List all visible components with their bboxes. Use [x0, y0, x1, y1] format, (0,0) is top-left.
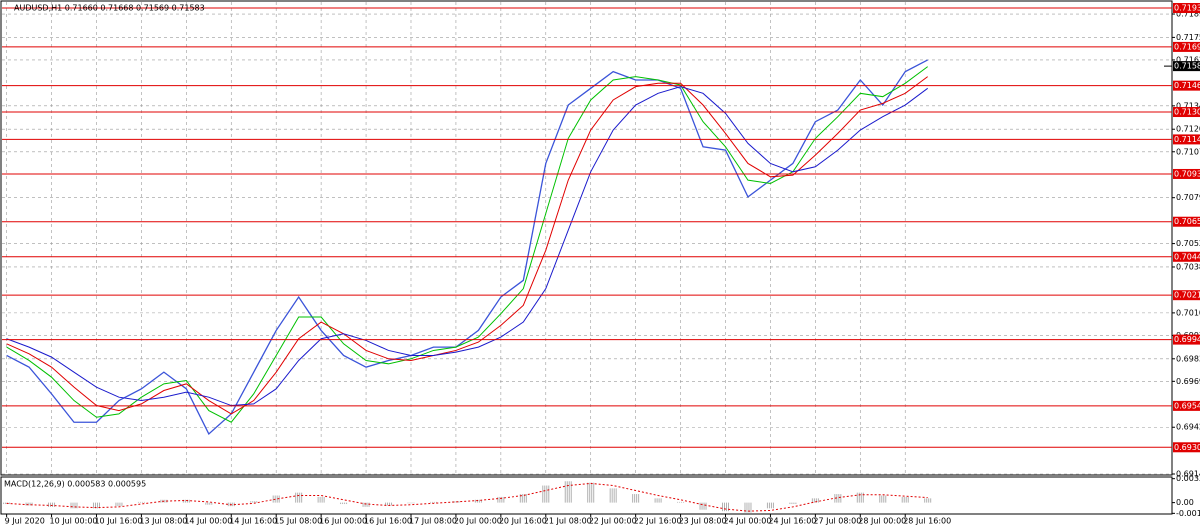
series-line [6, 76, 928, 415]
series-line [6, 66, 928, 423]
x-tick-label: 22 Jul 16:00 [634, 517, 682, 526]
level-label: 0.69945 [1174, 335, 1200, 344]
level-label-box [1173, 251, 1200, 262]
level-label-box [1173, 41, 1200, 52]
level-label-box [1173, 107, 1200, 118]
level-label-box [1173, 3, 1200, 14]
level-label: 0.70441 [1174, 252, 1200, 261]
y-tick-label: 0.70795 [1176, 193, 1200, 202]
y-tick-label: 0.71620 [1176, 55, 1200, 64]
x-tick-label: 17 Jul 08:00 [409, 517, 457, 526]
last-price-label: 0.71583 [1174, 62, 1200, 71]
y-tick-label: 0.71070 [1176, 147, 1200, 156]
x-tick-label: 20 Jul 16:00 [499, 517, 547, 526]
level-label-box [1173, 80, 1200, 91]
series-line [6, 482, 928, 512]
level-label: 0.71466 [1174, 81, 1200, 90]
x-tick-label: 24 Jul 00:00 [724, 517, 772, 526]
level-label: 0.69548 [1174, 401, 1200, 410]
level-label-box [1173, 134, 1200, 145]
level-label: 0.71931 [1174, 4, 1200, 13]
y-tick-label: 0.70380 [1176, 262, 1200, 271]
level-label-box [1173, 334, 1200, 345]
x-tick-label: 10 Jul 00:00 [50, 517, 98, 526]
level-label-box [1173, 216, 1200, 227]
level-label-box [1173, 168, 1200, 179]
x-tick-label: 24 Jul 16:00 [768, 517, 816, 526]
x-tick-label: 20 Jul 00:00 [454, 517, 502, 526]
last-price-box [1173, 61, 1200, 72]
x-tick-label: 13 Jul 08:00 [139, 517, 187, 526]
series-line [6, 59, 928, 435]
x-tick-label: 16 Jul 16:00 [364, 517, 412, 526]
level-label: 0.71308 [1174, 108, 1200, 117]
y-tick-label: 0.71755 [1176, 33, 1200, 42]
x-tick-label: 14 Jul 00:00 [184, 517, 232, 526]
x-tick-label: 23 Jul 08:00 [679, 517, 727, 526]
x-tick-label: 28 Jul 16:00 [903, 517, 951, 526]
main-frame [0, 0, 1173, 476]
x-tick-label: 28 Jul 00:00 [858, 517, 906, 526]
x-tick-label: 14 Jul 16:00 [229, 517, 277, 526]
y-tick-label: 0.71205 [1176, 125, 1200, 134]
y-tick-label: 0.70520 [1176, 239, 1200, 248]
level-label: 0.70211 [1174, 291, 1200, 300]
y-tick-label: -0.001508 [1176, 509, 1200, 518]
y-tick-label: 0.69695 [1176, 377, 1200, 386]
chart-title: AUDUSD,H1 0.71660 0.71668 0.71569 0.7158… [14, 4, 205, 13]
macd-title: MACD(12,26,9) 0.000583 0.000595 [4, 480, 146, 489]
level-label: 0.71144 [1174, 135, 1200, 144]
x-tick-label: 9 Jul 2020 [5, 517, 45, 526]
level-label: 0.70651 [1174, 217, 1200, 226]
x-tick-label: 16 Jul 00:00 [319, 517, 367, 526]
x-tick-label: 27 Jul 08:00 [813, 517, 861, 526]
level-label-box [1173, 442, 1200, 453]
y-tick-label: 0.69140 [1176, 469, 1200, 478]
y-tick-label: 0.71345 [1176, 101, 1200, 110]
y-tick-label: 0.70105 [1176, 308, 1200, 317]
y-tick-label: 0.00 [1176, 498, 1194, 507]
level-label-box [1173, 290, 1200, 301]
macd-frame [0, 476, 1173, 515]
x-tick-label: 10 Jul 16:00 [94, 517, 142, 526]
y-tick-label: 0.69420 [1176, 423, 1200, 432]
level-label: 0.70937 [1174, 169, 1200, 178]
x-tick-label: 21 Jul 08:00 [544, 517, 592, 526]
level-label: 0.71698 [1174, 42, 1200, 51]
y-tick-label: 0.71895 [1176, 10, 1200, 19]
x-tick-label: 15 Jul 08:00 [274, 517, 322, 526]
y-tick-label: 0.003364 [1176, 474, 1200, 483]
series-line [6, 86, 928, 407]
level-label-box [1173, 400, 1200, 411]
x-tick-label: 22 Jul 00:00 [589, 517, 637, 526]
y-tick-label: 0.69830 [1176, 354, 1200, 363]
